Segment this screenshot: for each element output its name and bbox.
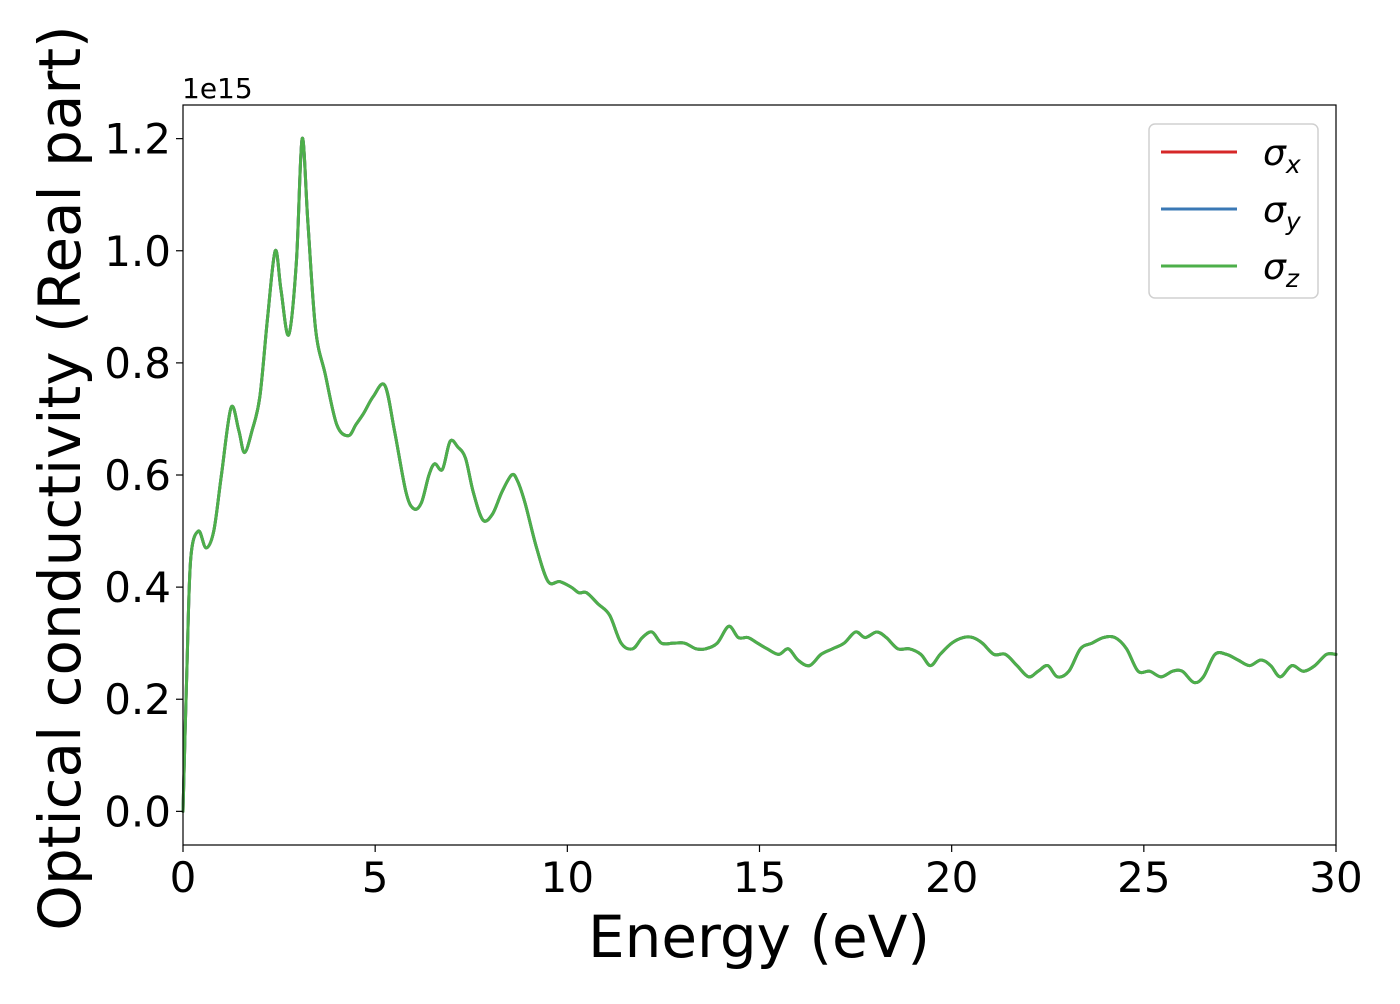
y-tick-label: 0.2	[104, 675, 171, 724]
legend: σx σy σz	[1148, 123, 1319, 299]
x-tick-label: 30	[1309, 853, 1362, 902]
x-tick-label: 10	[541, 853, 594, 902]
y-tick-label: 0.6	[104, 451, 171, 500]
y-tick-label: 0.4	[104, 563, 171, 612]
x-tick-label: 15	[733, 853, 786, 902]
y-axis-offset-text: 1e15	[182, 72, 253, 105]
y-tick-label: 1.2	[104, 115, 171, 164]
legend-label-y: σy	[1263, 190, 1302, 236]
plot-area	[183, 105, 1336, 845]
x-tick-label: 20	[925, 853, 978, 902]
legend-label-x: σx	[1263, 133, 1301, 179]
y-axis-label: Optical conductivity (Real part)	[26, 25, 94, 930]
y-tick-label: 0.0	[104, 787, 171, 836]
x-tick-label: 5	[362, 853, 389, 902]
x-tick-label: 25	[1117, 853, 1170, 902]
legend-label-z: σz	[1263, 247, 1300, 293]
x-axis-label: Energy (eV)	[588, 903, 930, 971]
x-axis-ticks: 0 5 10 15 20 25 30	[170, 845, 1363, 902]
y-axis-ticks: 0.0 0.2 0.4 0.6 0.8 1.0 1.2	[104, 115, 183, 836]
x-tick-label: 0	[170, 853, 197, 902]
y-tick-label: 0.8	[104, 339, 171, 388]
series-line-z	[181, 137, 1338, 813]
y-tick-label: 1.0	[104, 227, 171, 276]
series-layer	[181, 137, 1338, 813]
plot-background	[183, 105, 1336, 845]
legend-box	[1148, 123, 1319, 299]
